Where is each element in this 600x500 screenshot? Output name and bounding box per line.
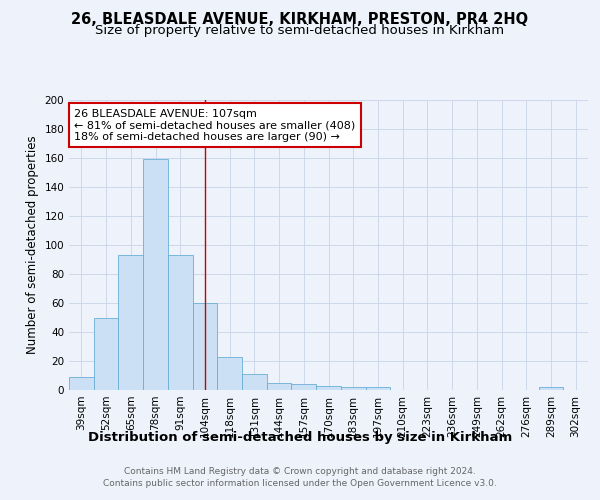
Bar xyxy=(292,384,316,390)
Bar xyxy=(168,255,193,390)
Text: 26, BLEASDALE AVENUE, KIRKHAM, PRESTON, PR4 2HQ: 26, BLEASDALE AVENUE, KIRKHAM, PRESTON, … xyxy=(71,12,529,28)
Bar xyxy=(365,387,390,390)
Bar xyxy=(217,356,242,390)
Bar xyxy=(118,255,143,390)
Bar xyxy=(267,383,292,390)
Bar xyxy=(193,303,217,390)
Bar xyxy=(316,386,341,390)
Text: Contains HM Land Registry data © Crown copyright and database right 2024.: Contains HM Land Registry data © Crown c… xyxy=(124,467,476,476)
Bar xyxy=(94,318,118,390)
Bar xyxy=(341,387,365,390)
Bar xyxy=(539,387,563,390)
Text: Contains public sector information licensed under the Open Government Licence v3: Contains public sector information licen… xyxy=(103,478,497,488)
Bar xyxy=(69,377,94,390)
Bar xyxy=(143,160,168,390)
Bar xyxy=(242,374,267,390)
Text: Size of property relative to semi-detached houses in Kirkham: Size of property relative to semi-detach… xyxy=(95,24,505,37)
Y-axis label: Number of semi-detached properties: Number of semi-detached properties xyxy=(26,136,39,354)
Text: 26 BLEASDALE AVENUE: 107sqm
← 81% of semi-detached houses are smaller (408)
18% : 26 BLEASDALE AVENUE: 107sqm ← 81% of sem… xyxy=(74,108,355,142)
Text: Distribution of semi-detached houses by size in Kirkham: Distribution of semi-detached houses by … xyxy=(88,431,512,444)
